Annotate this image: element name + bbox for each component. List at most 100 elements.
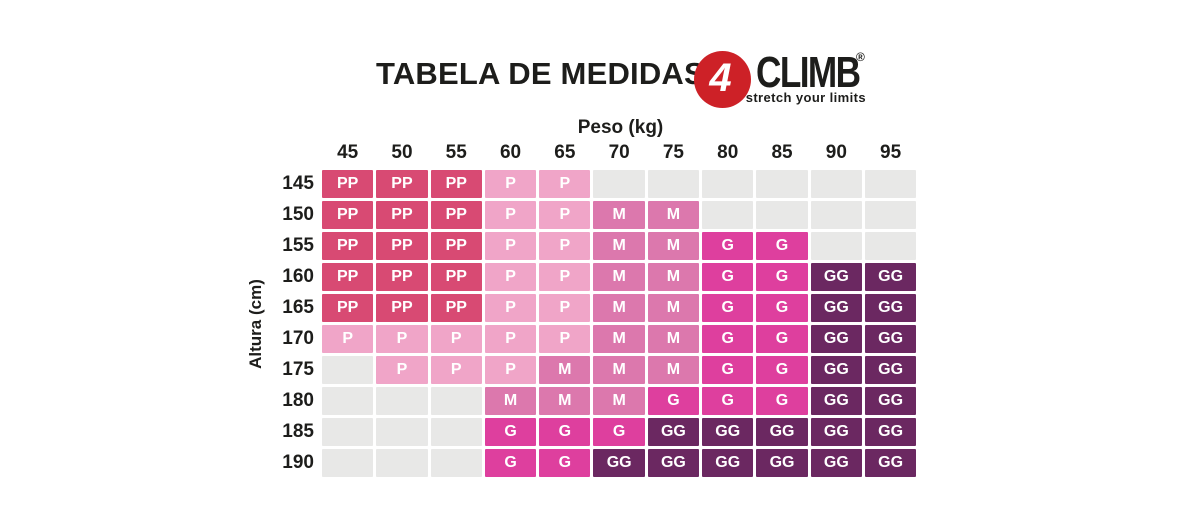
weight-header: 80: [717, 142, 739, 163]
size-cell: G: [756, 263, 808, 291]
size-cell: PP: [430, 263, 482, 291]
x-axis-label: Peso (kg): [577, 117, 664, 138]
size-cell: GG: [756, 418, 808, 446]
page-title: TABELA DE MEDIDAS: [376, 56, 705, 91]
size-cell: P: [539, 325, 591, 353]
size-cell: P: [322, 325, 374, 353]
size-cell: G: [756, 325, 808, 353]
logo-tagline: stretch your limits: [745, 90, 866, 105]
size-cell: M: [593, 387, 645, 415]
empty-cell: [322, 387, 374, 415]
empty-cell: [810, 232, 862, 260]
size-cell: PP: [430, 170, 482, 198]
size-cell: P: [484, 232, 537, 260]
size-cell: PP: [430, 232, 482, 260]
weight-header: 90: [825, 142, 847, 163]
height-label: 145: [282, 173, 314, 194]
empty-cell: [864, 201, 917, 229]
size-cell: P: [539, 201, 591, 229]
size-cell: PP: [376, 294, 428, 322]
size-cell: M: [593, 263, 645, 291]
empty-cell: [647, 170, 700, 198]
size-cell: GG: [810, 263, 862, 291]
size-cell: M: [647, 325, 700, 353]
weight-header: 65: [554, 142, 576, 163]
weight-header: 60: [499, 142, 522, 163]
size-cell: P: [430, 356, 482, 384]
size-cell: GG: [810, 418, 862, 446]
size-cell: P: [484, 263, 537, 291]
size-cell: PP: [430, 201, 482, 229]
logo-number-4: 4: [709, 56, 732, 100]
size-cell: M: [593, 232, 645, 260]
empty-cell: [756, 201, 808, 229]
height-label: 160: [282, 266, 314, 287]
size-cell: M: [647, 201, 700, 229]
size-cell: P: [484, 201, 537, 229]
size-cell: PP: [430, 294, 482, 322]
empty-cell: [430, 449, 482, 477]
size-cell: M: [647, 356, 700, 384]
size-cell: P: [430, 325, 482, 353]
size-cell: M: [593, 356, 645, 384]
size-cell: GG: [864, 418, 917, 446]
size-cell: PP: [376, 201, 428, 229]
size-cell: G: [702, 263, 754, 291]
size-cell: G: [756, 387, 808, 415]
weight-header: 75: [662, 142, 684, 163]
size-cell: PP: [376, 232, 428, 260]
size-cell: PP: [322, 294, 374, 322]
size-cell: M: [539, 387, 591, 415]
size-cell: G: [484, 449, 537, 477]
size-cell: GG: [593, 449, 645, 477]
empty-cell: [702, 170, 754, 198]
size-cell: GG: [864, 449, 917, 477]
height-label: 190: [282, 452, 314, 473]
size-cell: PP: [322, 263, 374, 291]
size-cell: P: [539, 294, 591, 322]
size-cell: P: [539, 263, 591, 291]
size-cell: G: [702, 294, 754, 322]
size-cell: G: [593, 418, 645, 446]
size-cell: PP: [322, 201, 374, 229]
size-cell: PP: [322, 232, 374, 260]
empty-cell: [430, 418, 482, 446]
size-cell: GG: [647, 449, 700, 477]
height-label: 185: [282, 421, 314, 442]
size-cell: G: [702, 387, 754, 415]
empty-cell: [702, 201, 754, 229]
empty-cell: [810, 201, 862, 229]
empty-cell: [864, 232, 917, 260]
empty-cell: [756, 170, 808, 198]
height-label: 150: [282, 204, 314, 225]
brand-logo: 4 CLIMB ® stretch your limits: [694, 46, 876, 110]
size-cell: P: [376, 325, 428, 353]
empty-cell: [376, 418, 428, 446]
empty-cell: [322, 356, 374, 384]
size-cell: G: [756, 294, 808, 322]
weight-header: 70: [608, 142, 630, 163]
size-cell: P: [484, 170, 537, 198]
empty-cell: [322, 449, 374, 477]
size-cell: M: [647, 232, 700, 260]
height-label: 165: [282, 297, 314, 318]
size-cell: M: [593, 294, 645, 322]
size-cell: P: [376, 356, 428, 384]
size-cell: M: [593, 201, 645, 229]
size-cell: M: [539, 356, 591, 384]
size-cell: GG: [647, 418, 700, 446]
size-cell: GG: [864, 263, 917, 291]
empty-cell: [430, 387, 482, 415]
size-cell: P: [484, 294, 537, 322]
size-cell: PP: [376, 170, 428, 198]
weight-header: 95: [880, 142, 902, 163]
height-label-column: 145 150 155 160 165 170 175 180 185 190: [230, 170, 314, 477]
size-cell: G: [484, 418, 537, 446]
size-cell: GG: [810, 325, 862, 353]
size-cell: GG: [810, 387, 862, 415]
size-cell: G: [647, 387, 700, 415]
size-cell: G: [702, 325, 754, 353]
size-cell: GG: [864, 325, 917, 353]
size-cell: P: [484, 325, 537, 353]
size-cell: P: [539, 232, 591, 260]
